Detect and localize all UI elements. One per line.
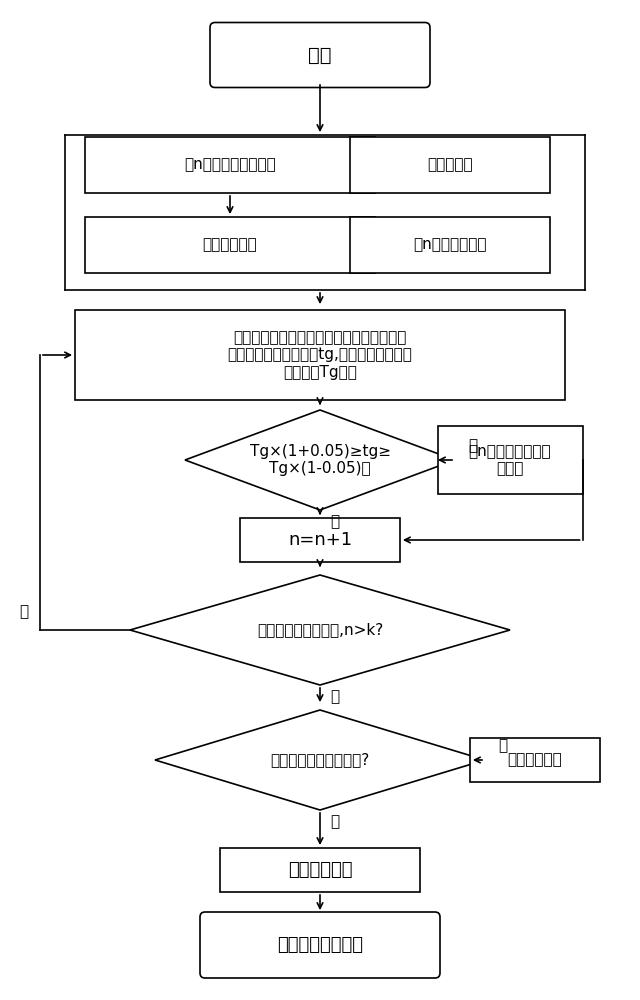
FancyBboxPatch shape [210,22,430,88]
Bar [470,738,600,782]
Bar [75,310,565,400]
Text: 否: 否 [19,604,29,619]
Text: 信号配时诊断结束: 信号配时诊断结束 [277,936,363,954]
Bar [240,518,400,562]
Text: 开始: 开始 [308,45,332,64]
Text: 当前信号周期: 当前信号周期 [203,237,257,252]
Text: 检测器状态: 检测器状态 [427,157,473,172]
Text: 否: 否 [468,438,477,454]
Bar [350,137,550,193]
Text: 否: 否 [499,738,508,754]
Polygon shape [130,575,510,685]
Bar [85,217,375,273]
Text: 是: 是 [330,814,340,830]
Text: 第n路检测器信息: 第n路检测器信息 [413,237,487,252]
Text: Tg×(1+0.05)≥tg≥
Tg×(1-0.05)？: Tg×(1+0.05)≥tg≥ Tg×(1-0.05)？ [250,444,390,476]
Text: 所有信号灯是否无故障?: 所有信号灯是否无故障? [270,752,370,768]
Text: 第n路信号配时优化
不合理: 第n路信号配时优化 不合理 [468,444,551,476]
Text: 配时优化故障: 配时优化故障 [508,752,563,768]
Polygon shape [185,410,455,510]
Text: 完成所有信号灯检测,n>k?: 完成所有信号灯检测,n>k? [257,622,383,638]
FancyBboxPatch shape [200,912,440,978]
Text: n=n+1: n=n+1 [288,531,352,549]
Text: 是: 是 [330,514,340,530]
Bar [220,848,420,892]
Bar [350,217,550,273]
Bar [85,137,375,193]
Text: 是: 是 [330,690,340,704]
Text: 配时优化正常: 配时优化正常 [288,861,352,879]
Text: 通过当前检测器状态，计算当前的车流量信
息，计算最优绿灯时间tg,与当前该信号配时
绿灯周期Tg比较: 通过当前检测器状态，计算当前的车流量信 息，计算最优绿灯时间tg,与当前该信号配… [228,330,412,380]
Polygon shape [155,710,485,810]
Text: 第n路信号灯配时信息: 第n路信号灯配时信息 [184,157,276,172]
Bar [438,426,582,494]
